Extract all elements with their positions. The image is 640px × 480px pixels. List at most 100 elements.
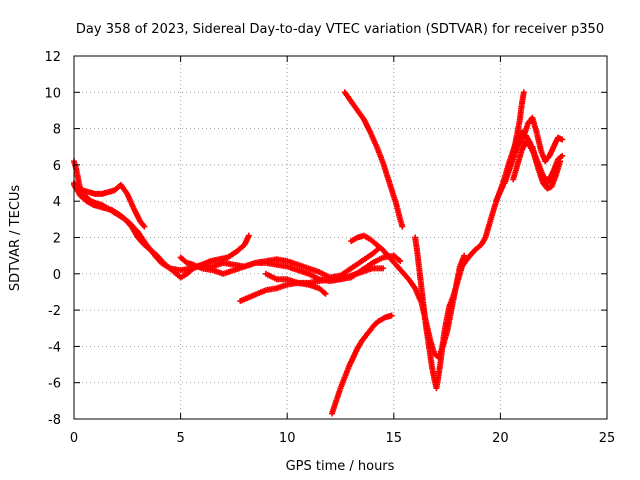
x-tick-label: 0 xyxy=(70,431,78,446)
data-point-run xyxy=(529,116,540,134)
data-point-run xyxy=(360,251,374,264)
data-point-run xyxy=(541,181,550,191)
data-point-run xyxy=(185,260,195,268)
data-point xyxy=(552,163,559,170)
data-point xyxy=(461,252,468,259)
data-point-run xyxy=(364,328,373,338)
data-point-run xyxy=(93,190,104,197)
data-point-run xyxy=(387,181,399,205)
data-point-run xyxy=(119,183,130,196)
data-point-run xyxy=(479,236,488,247)
series-arc-2 xyxy=(71,180,148,230)
y-tick-label: -4 xyxy=(48,340,61,355)
data-point-run xyxy=(234,243,247,254)
data-point-run xyxy=(355,109,366,121)
data-point xyxy=(380,265,387,272)
series-arc-9 xyxy=(328,312,395,417)
data-point-run xyxy=(460,256,471,268)
data-point-run xyxy=(375,242,385,253)
data-point-run xyxy=(119,213,131,225)
data-point-run xyxy=(523,134,533,145)
data-point-run xyxy=(412,236,420,254)
data-point-run xyxy=(225,249,238,260)
data-point-run xyxy=(545,184,554,191)
data-point-run xyxy=(519,91,527,107)
data-point-run xyxy=(466,248,477,259)
data-point-run xyxy=(307,271,321,282)
data-point-run xyxy=(393,201,403,221)
data-point-run xyxy=(406,277,418,290)
data-point-run xyxy=(451,279,461,297)
data-point-run xyxy=(487,207,497,225)
grid-lines xyxy=(74,56,607,419)
data-point-run xyxy=(515,130,524,140)
data-point-run xyxy=(473,242,483,253)
data-point-run xyxy=(361,118,373,134)
data-point-run xyxy=(545,176,554,185)
x-tick-label: 10 xyxy=(279,431,296,446)
data-point-run xyxy=(178,255,189,265)
data-point-run xyxy=(89,198,97,206)
data-point-run xyxy=(98,204,108,211)
data-point-run xyxy=(362,233,372,242)
data-point-run xyxy=(556,154,564,162)
y-tick-label: 2 xyxy=(53,232,61,247)
data-point-run xyxy=(349,259,364,271)
data-points xyxy=(71,89,566,417)
data-point-run xyxy=(400,270,411,281)
data-point-run xyxy=(483,221,493,239)
data-point-run xyxy=(387,255,398,267)
data-point-run xyxy=(370,246,381,256)
plot-frame xyxy=(73,55,608,420)
data-point-run xyxy=(87,189,97,197)
data-point-run xyxy=(368,131,379,148)
data-point-run xyxy=(377,315,387,324)
data-point-run xyxy=(144,243,157,258)
data-point xyxy=(559,136,566,143)
series-arc-4 xyxy=(177,245,382,281)
data-point-run xyxy=(349,235,359,244)
x-tick-label: 15 xyxy=(386,431,403,446)
chart-title: Day 358 of 2023, Sidereal Day-to-day VTE… xyxy=(76,22,604,37)
y-tick-label: 10 xyxy=(44,86,61,101)
data-point-run xyxy=(543,154,552,163)
data-point-run xyxy=(528,145,537,156)
data-point-run xyxy=(368,323,377,332)
data-point-run xyxy=(81,187,91,195)
data-point-run xyxy=(556,135,564,142)
series-arc-8 xyxy=(341,89,406,230)
data-point-run xyxy=(317,286,328,296)
data-point-run xyxy=(432,351,441,360)
data-point xyxy=(322,290,329,297)
y-tick-label: 6 xyxy=(53,159,61,174)
data-point-run xyxy=(356,233,366,240)
data-point-run xyxy=(526,116,535,125)
x-tick-label: 20 xyxy=(492,431,509,446)
data-point-run xyxy=(420,305,429,326)
data-point-run xyxy=(159,260,172,271)
data-point-run xyxy=(104,205,114,213)
y-tick-label: 0 xyxy=(53,268,61,283)
series-arc-10 xyxy=(412,89,527,392)
data-point-run xyxy=(110,208,123,218)
data-point-run xyxy=(435,359,444,377)
data-point-run xyxy=(355,339,364,350)
data-point-run xyxy=(397,218,405,228)
data-point-run xyxy=(368,237,379,247)
y-tick-label: -6 xyxy=(48,377,61,392)
axis-ticks: 0 5 10 15 20 25 -8 -6 -4 -2 0 2 4 6 8 10 12 xyxy=(44,50,615,446)
data-point-run xyxy=(524,139,533,149)
data-point-run xyxy=(179,271,189,280)
data-point-run xyxy=(437,341,446,363)
series-arc-14 xyxy=(510,138,559,187)
data-point-run xyxy=(392,253,402,263)
data-point xyxy=(141,223,148,230)
data-point-run xyxy=(414,250,423,272)
series-arc-12 xyxy=(501,114,566,187)
x-tick-label: 5 xyxy=(176,431,184,446)
y-tick-label: 8 xyxy=(53,123,61,138)
x-axis-label: GPS time / hours xyxy=(286,459,395,474)
data-point-run xyxy=(342,90,354,103)
data-point-run xyxy=(76,184,85,193)
data-point xyxy=(245,232,252,239)
